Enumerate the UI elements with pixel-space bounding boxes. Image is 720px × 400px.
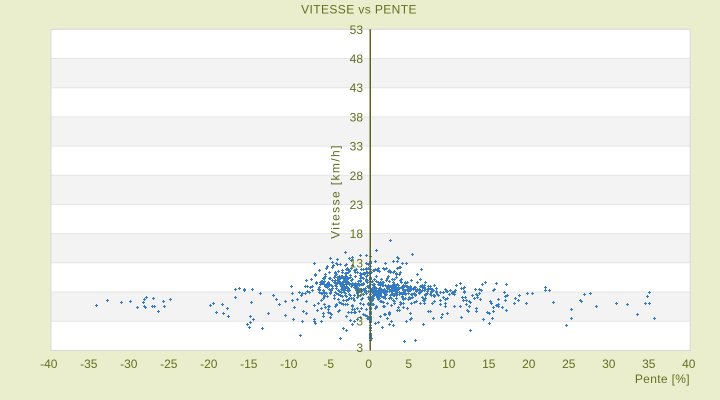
svg-text:35: 35 — [642, 357, 656, 371]
svg-text:8: 8 — [356, 286, 363, 300]
svg-text:23: 23 — [350, 198, 364, 212]
svg-text:33: 33 — [350, 140, 364, 154]
svg-text:VITESSE vs PENTE: VITESSE vs PENTE — [301, 3, 417, 17]
svg-text:-30: -30 — [120, 357, 138, 371]
svg-text:Pente [%]: Pente [%] — [635, 372, 690, 386]
svg-text:0: 0 — [365, 357, 372, 371]
svg-text:3: 3 — [356, 315, 363, 329]
svg-text:10: 10 — [442, 357, 456, 371]
svg-text:25: 25 — [562, 357, 576, 371]
svg-text:28: 28 — [350, 169, 364, 183]
svg-text:53: 53 — [350, 23, 364, 37]
svg-text:-10: -10 — [280, 357, 298, 371]
svg-text:40: 40 — [682, 357, 696, 371]
svg-text:5: 5 — [405, 357, 412, 371]
svg-text:18: 18 — [350, 227, 364, 241]
svg-text:-40: -40 — [40, 357, 58, 371]
svg-text:-25: -25 — [160, 357, 178, 371]
svg-text:15: 15 — [482, 357, 496, 371]
svg-text:13: 13 — [350, 256, 364, 270]
svg-text:-20: -20 — [200, 357, 218, 371]
svg-text:-15: -15 — [240, 357, 258, 371]
svg-text:3: 3 — [356, 341, 363, 355]
svg-text:Vitesse [km/h]: Vitesse [km/h] — [329, 144, 343, 239]
svg-text:43: 43 — [350, 81, 364, 95]
svg-text:48: 48 — [350, 52, 364, 66]
svg-text:38: 38 — [350, 110, 364, 124]
svg-text:-5: -5 — [323, 357, 334, 371]
svg-text:-35: -35 — [80, 357, 98, 371]
svg-text:20: 20 — [522, 357, 536, 371]
svg-text:30: 30 — [602, 357, 616, 371]
